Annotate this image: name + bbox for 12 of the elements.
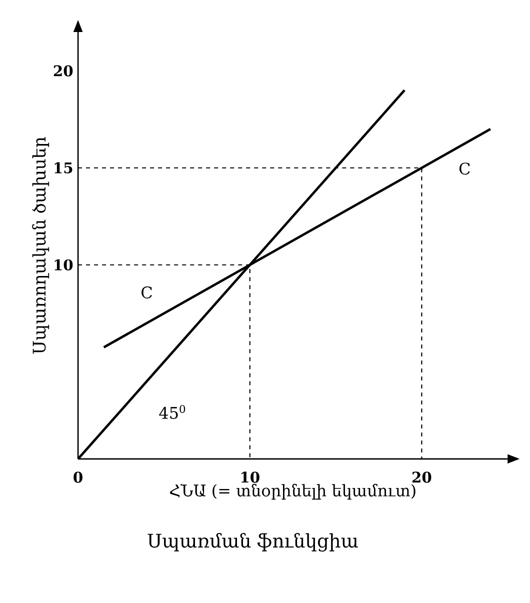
annotation: 45$^{0}$ — [159, 404, 186, 419]
x-tick-label: 0 — [74, 472, 83, 483]
y-axis-title: Սպառողական ծախսեր — [32, 137, 50, 354]
y-tick-label: 10 — [54, 259, 73, 270]
text: Սպառման ֆունկցիա — [148, 533, 358, 552]
x-tick-label: 20 — [412, 472, 432, 483]
x-axis-title: ՀՆԱ (= տնօրինելի եկամուտ) — [170, 484, 416, 500]
y-tick-label: 15 — [54, 162, 72, 174]
x-tick-label: 10 — [242, 472, 260, 483]
annotation: C — [460, 162, 470, 175]
annotation: C — [142, 286, 152, 298]
y-tick-label: 20 — [54, 65, 73, 76]
